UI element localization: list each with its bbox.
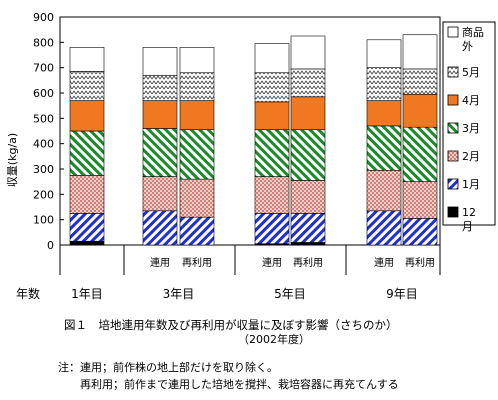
bar-segment — [366, 67, 402, 101]
group-label: 5年目 — [274, 287, 306, 301]
bar-segment — [142, 47, 178, 76]
legend-label: 1月 — [462, 178, 480, 191]
bar-segment — [402, 181, 438, 219]
bar-segment — [254, 43, 290, 74]
y-tick-label: 200 — [33, 188, 54, 201]
bar-segment — [69, 47, 105, 72]
bar-segment — [254, 101, 290, 131]
legend-label: 4月 — [462, 94, 480, 107]
bar-segment — [142, 100, 178, 129]
bar-segment — [69, 240, 105, 246]
note-line-2: 再利用；前作まで連用した培地を撹拌、栽培容器に再充てんする — [80, 378, 399, 391]
bar-segment — [366, 39, 402, 68]
y-tick-label: 900 — [33, 11, 54, 24]
y-axis-title: 収量(kg/a) — [6, 133, 19, 187]
bar-segment — [179, 72, 215, 101]
bar-segment — [402, 126, 438, 182]
y-tick-label: 800 — [33, 36, 54, 49]
bar-segment — [366, 210, 402, 246]
bar-segment — [402, 34, 438, 70]
legend-swatch — [447, 66, 459, 78]
legend-swatch — [447, 150, 459, 162]
bar-segment — [142, 176, 178, 212]
bar-segment — [179, 216, 215, 246]
bar-segment — [142, 74, 178, 101]
legend-swatch — [447, 122, 459, 134]
bar-segment — [290, 68, 326, 98]
bar-segment — [254, 213, 290, 245]
bar-segment — [290, 129, 326, 181]
bar-segment — [69, 175, 105, 214]
legend-swatch — [447, 178, 459, 190]
legend-swatch — [447, 206, 459, 218]
bar-segment — [254, 129, 290, 177]
bar-segment — [254, 176, 290, 214]
bar-sublabel: 連用 — [374, 256, 394, 269]
bar-sublabel: 再利用 — [182, 257, 212, 269]
bar-sublabel: 再利用 — [405, 257, 435, 269]
bar-segment — [179, 129, 215, 180]
plot-frame — [59, 16, 441, 246]
bar-segment — [366, 169, 402, 212]
legend-label: 月 — [462, 220, 473, 233]
figure-caption-year: （2002年度） — [238, 333, 310, 346]
y-axis: 0 100 200 300 400 500 600 700 800 900 — [33, 11, 64, 252]
bar-segment — [69, 71, 105, 101]
bar-segment — [366, 100, 402, 127]
bar-segment — [402, 93, 438, 128]
figure-caption: 図１ 培地連用年数及び再利用が収量に及ぼす影響（さちのか） — [64, 318, 398, 332]
y-tick-label: 300 — [33, 163, 54, 176]
legend-swatch — [447, 94, 459, 106]
bar-segment — [402, 68, 438, 95]
bar-sublabel: 再利用 — [293, 257, 323, 269]
legend-label: 3月 — [462, 122, 480, 135]
bar-segment — [69, 213, 105, 242]
legend-label: 外 — [462, 40, 473, 53]
bar-segment — [142, 210, 178, 246]
group-label: 9年目 — [386, 287, 418, 301]
y-tick-label: 0 — [47, 239, 54, 252]
y-tick-label: 500 — [33, 112, 54, 125]
y-tick-label: 700 — [33, 62, 54, 75]
bar-segment — [142, 128, 178, 177]
legend-swatch — [447, 26, 459, 38]
legend-label: 2月 — [462, 150, 480, 163]
bar-segment — [290, 242, 326, 246]
bar-sublabel: 連用 — [262, 256, 282, 269]
bar-segment — [69, 100, 105, 132]
bar-segment — [179, 178, 215, 218]
bar-segment — [290, 96, 326, 131]
x-axis-title: 年数 — [16, 286, 40, 301]
bar-segment — [179, 100, 215, 131]
y-tick-label: 400 — [33, 138, 54, 151]
legend-label: 12 — [462, 206, 476, 219]
y-tick-label: 600 — [33, 87, 54, 100]
legend-label: 5月 — [462, 66, 480, 79]
y-tick-label: 100 — [33, 214, 54, 227]
bar-segment — [290, 180, 326, 214]
bar-segment — [254, 72, 290, 103]
bar-segment — [69, 130, 105, 176]
bar-segment — [402, 218, 438, 246]
bar-area — [69, 34, 438, 246]
legend: 商品外 5月 4月 3月 2月 1月 12月 — [442, 21, 496, 233]
bar-segment — [179, 47, 215, 74]
bar-segment — [290, 35, 326, 70]
group-label: 3年目 — [163, 287, 195, 301]
bar-segment — [290, 213, 326, 243]
bar-segment — [366, 125, 402, 171]
bar-sublabel: 連用 — [150, 256, 170, 269]
legend-label: 商品 — [462, 25, 484, 39]
group-label: 1年目 — [71, 287, 103, 301]
note-line-1: 注：連用；前作株の地上部だけを取り除く。 — [58, 361, 278, 374]
